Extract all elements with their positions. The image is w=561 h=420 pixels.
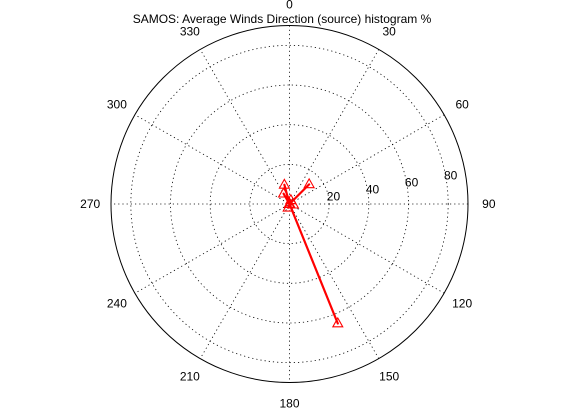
data-point-marker (287, 198, 300, 209)
series-line (282, 183, 339, 325)
angle-tick-label: 240 (107, 297, 127, 311)
data-series (277, 177, 344, 328)
data-point-marker (303, 177, 316, 189)
angle-tick-label: 270 (80, 197, 100, 211)
angle-tick-label: 180 (279, 396, 299, 410)
data-point-marker (278, 178, 291, 189)
angle-tick-label: 120 (452, 297, 472, 311)
data-point-marker (331, 316, 344, 328)
grid-spoke-60 (134, 114, 445, 294)
radial-tick-label: 40 (366, 182, 380, 196)
polar-grid (110, 25, 469, 383)
angle-tick-label: 60 (455, 97, 469, 111)
angle-tick-label: 300 (107, 97, 127, 111)
data-point-marker (277, 187, 290, 198)
angle-tick-label: 0 (286, 0, 293, 12)
radial-tick-label: 80 (444, 169, 458, 183)
angle-tick-label: 330 (180, 24, 200, 38)
radial-tick-label: 60 (405, 175, 419, 189)
grid-circle-80 (130, 44, 449, 364)
grid-circle-40 (209, 124, 370, 284)
outer-circle (110, 25, 469, 383)
grid-spoke-30 (199, 49, 380, 359)
radial-tick-label: 20 (327, 189, 341, 203)
grid-spoke-120 (134, 114, 445, 294)
angle-tick-label: 210 (180, 370, 200, 384)
angle-tick-label: 90 (482, 197, 496, 211)
chart-title: SAMOS: Average Winds Direction (source) … (133, 12, 432, 26)
data-point-marker (283, 197, 296, 208)
angle-tick-label: 30 (382, 24, 396, 38)
grid-spoke-150 (199, 49, 380, 359)
tick-labels: 0 30 60 90 120 150 180 210 240 270 300 330 20 40 60 80 (80, 0, 496, 410)
data-point-marker (282, 201, 295, 212)
angle-tick-label: 150 (379, 370, 399, 384)
